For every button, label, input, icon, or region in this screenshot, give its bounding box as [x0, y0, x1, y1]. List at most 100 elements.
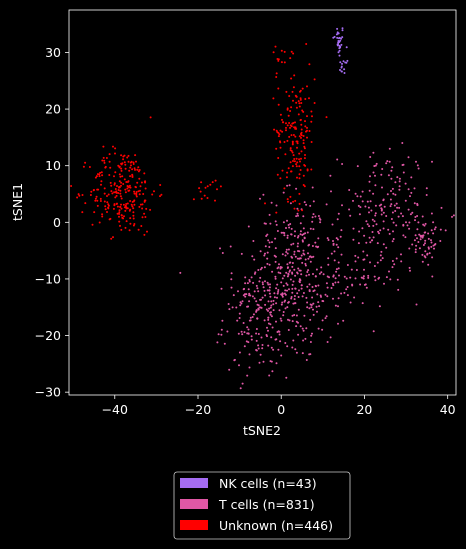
point: [311, 286, 314, 288]
point: [244, 295, 247, 298]
point: [132, 211, 135, 214]
point: [308, 63, 311, 66]
point: [311, 220, 314, 223]
point: [290, 227, 293, 230]
point: [259, 276, 262, 279]
point: [291, 140, 294, 143]
point: [121, 175, 124, 178]
point: [330, 190, 332, 193]
point: [359, 206, 362, 209]
point: [244, 293, 246, 296]
point: [335, 270, 338, 273]
point: [402, 171, 405, 174]
point: [338, 44, 341, 47]
point: [333, 259, 336, 262]
point: [293, 253, 296, 256]
point: [299, 233, 302, 236]
point: [245, 340, 248, 343]
point: [332, 243, 335, 246]
point: [110, 190, 113, 193]
point: [283, 50, 286, 53]
point: [285, 176, 288, 179]
point: [261, 347, 264, 350]
point: [122, 217, 125, 220]
point: [383, 282, 385, 285]
point: [385, 162, 388, 165]
point: [440, 206, 443, 209]
point: [230, 286, 233, 289]
point: [290, 134, 293, 137]
point: [398, 185, 401, 188]
point: [120, 162, 123, 165]
point: [328, 276, 330, 279]
point: [301, 87, 304, 90]
point: [261, 281, 264, 284]
point: [279, 146, 282, 149]
point: [258, 361, 261, 364]
point: [298, 192, 301, 195]
point: [430, 229, 433, 232]
point: [122, 183, 125, 185]
point: [309, 341, 312, 343]
point: [277, 59, 280, 62]
point: [280, 281, 283, 284]
point: [284, 307, 287, 310]
point: [407, 208, 410, 211]
point: [310, 256, 313, 259]
point: [352, 227, 355, 230]
point: [102, 145, 105, 148]
point: [338, 49, 341, 52]
point: [300, 136, 302, 139]
point: [144, 216, 147, 218]
point: [378, 232, 380, 235]
point: [331, 223, 334, 226]
point: [306, 85, 308, 88]
point: [289, 124, 292, 127]
point: [262, 286, 265, 289]
point: [214, 199, 216, 202]
point: [382, 199, 385, 202]
point: [306, 301, 309, 304]
point: [385, 246, 388, 249]
y-tick-label: −30: [35, 385, 61, 400]
point: [84, 161, 87, 164]
point: [352, 199, 354, 202]
point: [356, 195, 359, 198]
point: [125, 207, 128, 210]
point: [346, 286, 349, 288]
point: [221, 252, 224, 254]
point: [287, 329, 290, 331]
point: [252, 281, 255, 284]
point: [451, 215, 453, 218]
point: [341, 62, 343, 65]
point: [159, 184, 162, 186]
point: [278, 263, 280, 266]
point: [324, 293, 327, 296]
point: [135, 191, 138, 193]
point: [144, 199, 147, 202]
point: [268, 374, 271, 377]
y-tick-label: −10: [35, 271, 61, 286]
point: [390, 203, 393, 206]
point: [312, 273, 314, 275]
point: [368, 236, 371, 239]
point: [294, 287, 297, 290]
point: [267, 322, 270, 325]
point: [398, 177, 401, 180]
point: [407, 188, 410, 191]
point: [303, 185, 306, 188]
point: [330, 287, 333, 289]
point: [315, 285, 317, 288]
point: [118, 166, 121, 169]
point: [310, 141, 313, 143]
point: [297, 296, 300, 298]
point: [300, 254, 303, 257]
point: [304, 164, 307, 167]
point: [238, 364, 240, 367]
point: [250, 335, 253, 338]
point: [268, 263, 271, 266]
point: [230, 272, 233, 275]
point: [179, 271, 182, 274]
point: [293, 298, 296, 301]
point: [348, 189, 351, 191]
